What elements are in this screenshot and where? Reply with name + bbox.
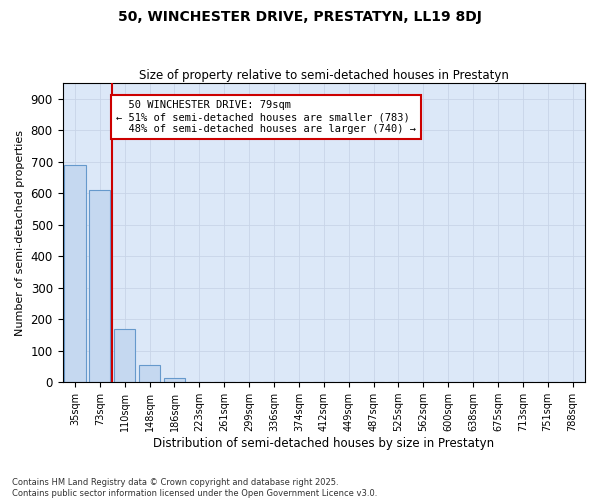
Text: 50 WINCHESTER DRIVE: 79sqm
← 51% of semi-detached houses are smaller (783)
  48%: 50 WINCHESTER DRIVE: 79sqm ← 51% of semi… [116,100,416,134]
Bar [89,190,110,382]
Bar [139,365,160,382]
X-axis label: Distribution of semi-detached houses by size in Prestatyn: Distribution of semi-detached houses by … [153,437,494,450]
Y-axis label: Number of semi-detached properties: Number of semi-detached properties [15,130,25,336]
Bar [164,378,185,382]
Text: 50, WINCHESTER DRIVE, PRESTATYN, LL19 8DJ: 50, WINCHESTER DRIVE, PRESTATYN, LL19 8D… [118,10,482,24]
Bar [64,165,86,382]
Title: Size of property relative to semi-detached houses in Prestatyn: Size of property relative to semi-detach… [139,69,509,82]
Bar [114,328,136,382]
Text: Contains HM Land Registry data © Crown copyright and database right 2025.
Contai: Contains HM Land Registry data © Crown c… [12,478,377,498]
